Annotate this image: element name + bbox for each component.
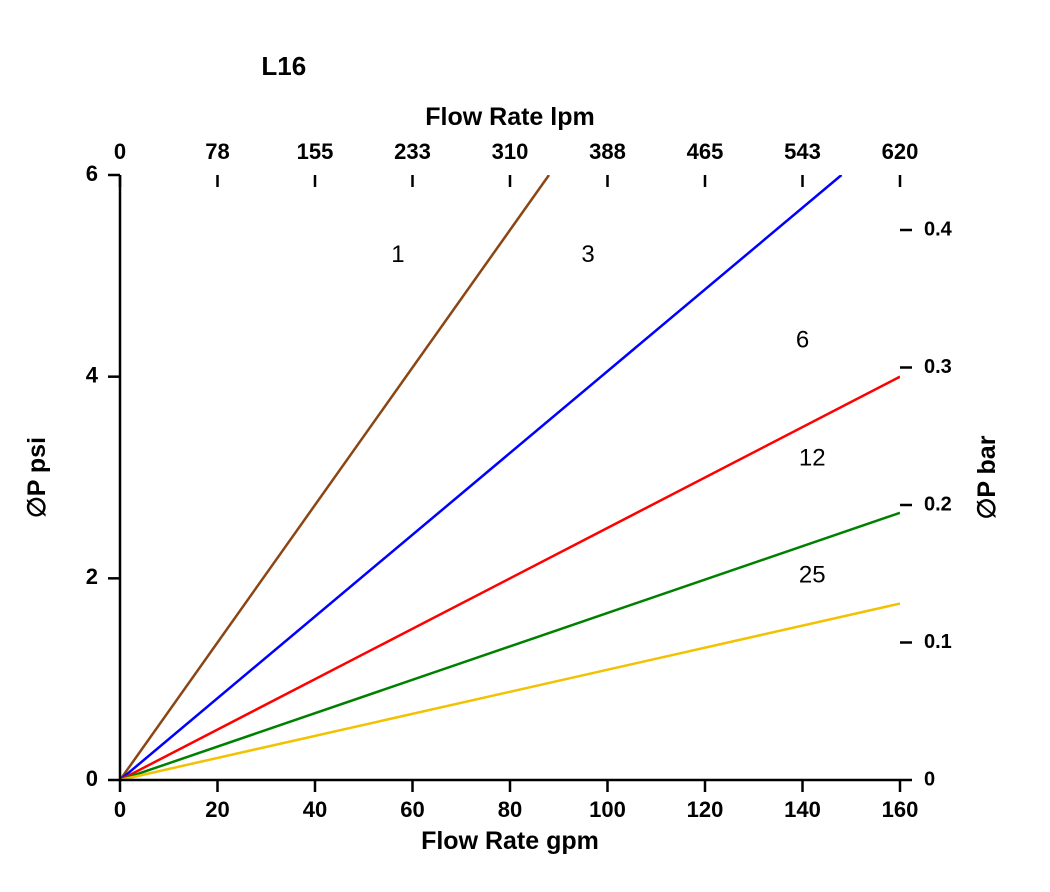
y-left-tick-label: 6: [86, 161, 98, 186]
x-top-tick-label: 388: [589, 139, 626, 164]
y-right-tick-label: 0.2: [924, 493, 952, 515]
chart-svg: L161361225020406080100120140160Flow Rate…: [0, 0, 1050, 892]
y-left-tick-label: 2: [86, 564, 98, 589]
x-top-tick-label: 543: [784, 139, 821, 164]
x-bottom-tick-label: 40: [303, 797, 327, 822]
chart-title: L16: [261, 51, 306, 81]
x-bottom-label: Flow Rate gpm: [421, 827, 599, 855]
x-top-tick-label: 78: [205, 139, 229, 164]
series-label-3: 3: [581, 241, 594, 268]
series-label-25: 25: [799, 562, 826, 589]
x-top-tick-label: 0: [114, 139, 126, 164]
x-top-tick-label: 233: [394, 139, 431, 164]
y-left-tick-label: 0: [86, 766, 98, 791]
x-top-tick-label: 465: [687, 139, 724, 164]
x-bottom-tick-label: 80: [498, 797, 522, 822]
series-label-1: 1: [391, 241, 404, 268]
x-bottom-tick-label: 0: [114, 797, 126, 822]
chart-container: L161361225020406080100120140160Flow Rate…: [0, 0, 1050, 892]
x-bottom-tick-label: 160: [882, 797, 919, 822]
x-top-tick-label: 310: [492, 139, 529, 164]
x-top-tick-label: 620: [882, 139, 919, 164]
y-right-tick-label: 0: [924, 768, 935, 790]
y-right-tick-label: 0.1: [924, 631, 952, 653]
x-top-tick-label: 155: [297, 139, 334, 164]
x-bottom-tick-label: 20: [205, 797, 229, 822]
x-bottom-tick-label: 100: [589, 797, 626, 822]
y-right-label: ∅P bar: [973, 435, 1001, 519]
y-left-tick-label: 4: [86, 362, 99, 387]
y-left-label: ∅P psi: [23, 437, 51, 518]
x-top-label: Flow Rate lpm: [425, 103, 594, 131]
chart-bg: [0, 0, 1050, 892]
y-right-tick-label: 0.3: [924, 356, 952, 378]
x-bottom-tick-label: 120: [687, 797, 724, 822]
y-right-tick-label: 0.4: [924, 218, 953, 240]
series-label-12: 12: [799, 445, 826, 472]
series-label-6: 6: [796, 327, 809, 354]
x-bottom-tick-label: 60: [400, 797, 424, 822]
x-bottom-tick-label: 140: [784, 797, 821, 822]
